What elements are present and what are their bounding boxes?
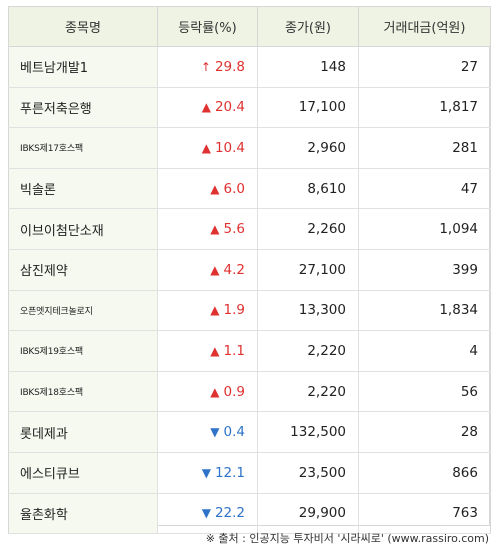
change-rate-value: 29.8 (214, 58, 245, 75)
change-rate: ▼ 12.1 (157, 451, 258, 494)
change-rate: ▲ 1.9 (157, 289, 258, 332)
down-arrow-icon: ▼ (210, 425, 220, 440)
change-rate-value: 1.1 (223, 342, 245, 359)
stock-name[interactable]: 베트남개발1 (8, 46, 158, 88)
stock-name[interactable]: IBKS제18호스팩 (8, 370, 158, 413)
table-row: IBKS제18호스팩 ▲ 0.9 2,220 56 (8, 370, 491, 413)
up-arrow-icon: ▲ (201, 140, 211, 155)
stock-name[interactable]: 이브이첨단소재 (8, 208, 158, 250)
change-rate-value: 6.0 (223, 180, 245, 197)
down-arrow-icon: ▼ (201, 506, 211, 521)
table-row: 율촌화학 ▼ 22.2 29,900 763 (8, 492, 491, 535)
close-price: 23,500 (257, 451, 359, 494)
up-arrow-icon: ▲ (210, 303, 220, 318)
change-rate-value: 1.9 (223, 302, 245, 319)
trade-amount: 281 (358, 127, 491, 169)
table-row: 빅솔론 ▲ 6.0 8,610 47 (8, 167, 491, 210)
change-rate-value: 0.4 (223, 424, 245, 441)
up-arrow-icon: ▲ (210, 181, 220, 196)
trade-amount: 1,817 (358, 86, 491, 129)
up-arrow-icon: ▲ (210, 343, 220, 358)
table-row: 이브이첨단소재 ▲ 5.6 2,260 1,094 (8, 208, 491, 250)
table-row: 롯데제과 ▼ 0.4 132,500 28 (8, 411, 491, 453)
change-rate: ▲ 10.4 (157, 127, 258, 169)
trade-amount: 28 (358, 411, 491, 453)
stock-name[interactable]: 롯데제과 (8, 411, 158, 453)
header-name: 종목명 (8, 6, 158, 47)
header-close: 종가(원) (257, 6, 359, 47)
change-rate-value: 12.1 (214, 464, 245, 481)
trade-amount: 47 (358, 167, 491, 210)
close-price: 148 (257, 46, 359, 88)
table-row: 푸른저축은행 ▲ 20.4 17,100 1,817 (8, 86, 491, 129)
table-row: 베트남개발1 ↑ 29.8 148 27 (8, 46, 491, 88)
table-header-row: 종목명 등락률(%) 종가(원) 거래대금(억원) (8, 6, 491, 47)
stock-name[interactable]: IBKS제17호스팩 (8, 127, 158, 169)
change-rate: ▲ 6.0 (157, 167, 258, 210)
trade-amount: 866 (358, 451, 491, 494)
close-price: 27,100 (257, 248, 359, 291)
table-row: 에스티큐브 ▼ 12.1 23,500 866 (8, 451, 491, 494)
close-price: 8,610 (257, 167, 359, 210)
header-rate: 등락률(%) (157, 6, 258, 47)
trade-amount: 1,834 (358, 289, 491, 332)
close-price: 2,220 (257, 370, 359, 413)
change-rate-value: 5.6 (223, 221, 245, 238)
change-rate: ▼ 0.4 (157, 411, 258, 453)
close-price: 2,260 (257, 208, 359, 250)
change-rate-value: 22.2 (214, 505, 245, 522)
change-rate-value: 0.9 (223, 383, 245, 400)
up-arrow-icon: ▲ (201, 100, 211, 115)
close-price: 29,900 (257, 492, 359, 535)
trade-amount: 399 (358, 248, 491, 291)
stock-name[interactable]: 율촌화학 (8, 492, 158, 535)
change-rate: ▲ 0.9 (157, 370, 258, 413)
change-rate: ↑ 29.8 (157, 46, 258, 88)
change-rate: ▼ 22.2 (157, 492, 258, 535)
trade-amount: 763 (358, 492, 491, 535)
trade-amount: 4 (358, 330, 491, 372)
table-row: 삼진제약 ▲ 4.2 27,100 399 (8, 248, 491, 291)
source-note: ※ 출처 : 인공지능 투자비서 '시라씨로' (www.rassiro.com… (205, 532, 489, 545)
stock-name[interactable]: 빅솔론 (8, 167, 158, 210)
stock-name[interactable]: 삼진제약 (8, 248, 158, 291)
close-price: 17,100 (257, 86, 359, 129)
down-arrow-icon: ▼ (201, 465, 211, 480)
close-price: 132,500 (257, 411, 359, 453)
close-price: 13,300 (257, 289, 359, 332)
change-rate-value: 20.4 (214, 99, 245, 116)
trade-amount: 27 (358, 46, 491, 88)
up-arrow-icon: ▲ (210, 262, 220, 277)
change-rate-value: 10.4 (214, 139, 245, 156)
stock-name[interactable]: 에스티큐브 (8, 451, 158, 494)
close-price: 2,960 (257, 127, 359, 169)
up-arrow-icon: ↑ (200, 59, 211, 74)
table-row: IBKS제17호스팩 ▲ 10.4 2,960 281 (8, 127, 491, 169)
up-arrow-icon: ▲ (210, 384, 220, 399)
trade-amount: 1,094 (358, 208, 491, 250)
up-arrow-icon: ▲ (210, 222, 220, 237)
change-rate: ▲ 20.4 (157, 86, 258, 129)
table-row: IBKS제19호스팩 ▲ 1.1 2,220 4 (8, 330, 491, 372)
change-rate: ▲ 5.6 (157, 208, 258, 250)
header-amount: 거래대금(억원) (358, 6, 491, 47)
change-rate: ▲ 4.2 (157, 248, 258, 291)
table-row: 오픈엣지테크놀로지 ▲ 1.9 13,300 1,834 (8, 289, 491, 332)
change-rate: ▲ 1.1 (157, 330, 258, 372)
stock-table: 종목명 등락률(%) 종가(원) 거래대금(억원) 베트남개발1 ↑ 29.8 148… (8, 6, 491, 535)
stock-name[interactable]: 오픈엣지테크놀로지 (8, 289, 158, 332)
stock-name[interactable]: IBKS제19호스팩 (8, 330, 158, 372)
change-rate-value: 4.2 (223, 261, 245, 278)
close-price: 2,220 (257, 330, 359, 372)
trade-amount: 56 (358, 370, 491, 413)
stock-name[interactable]: 푸른저축은행 (8, 86, 158, 129)
